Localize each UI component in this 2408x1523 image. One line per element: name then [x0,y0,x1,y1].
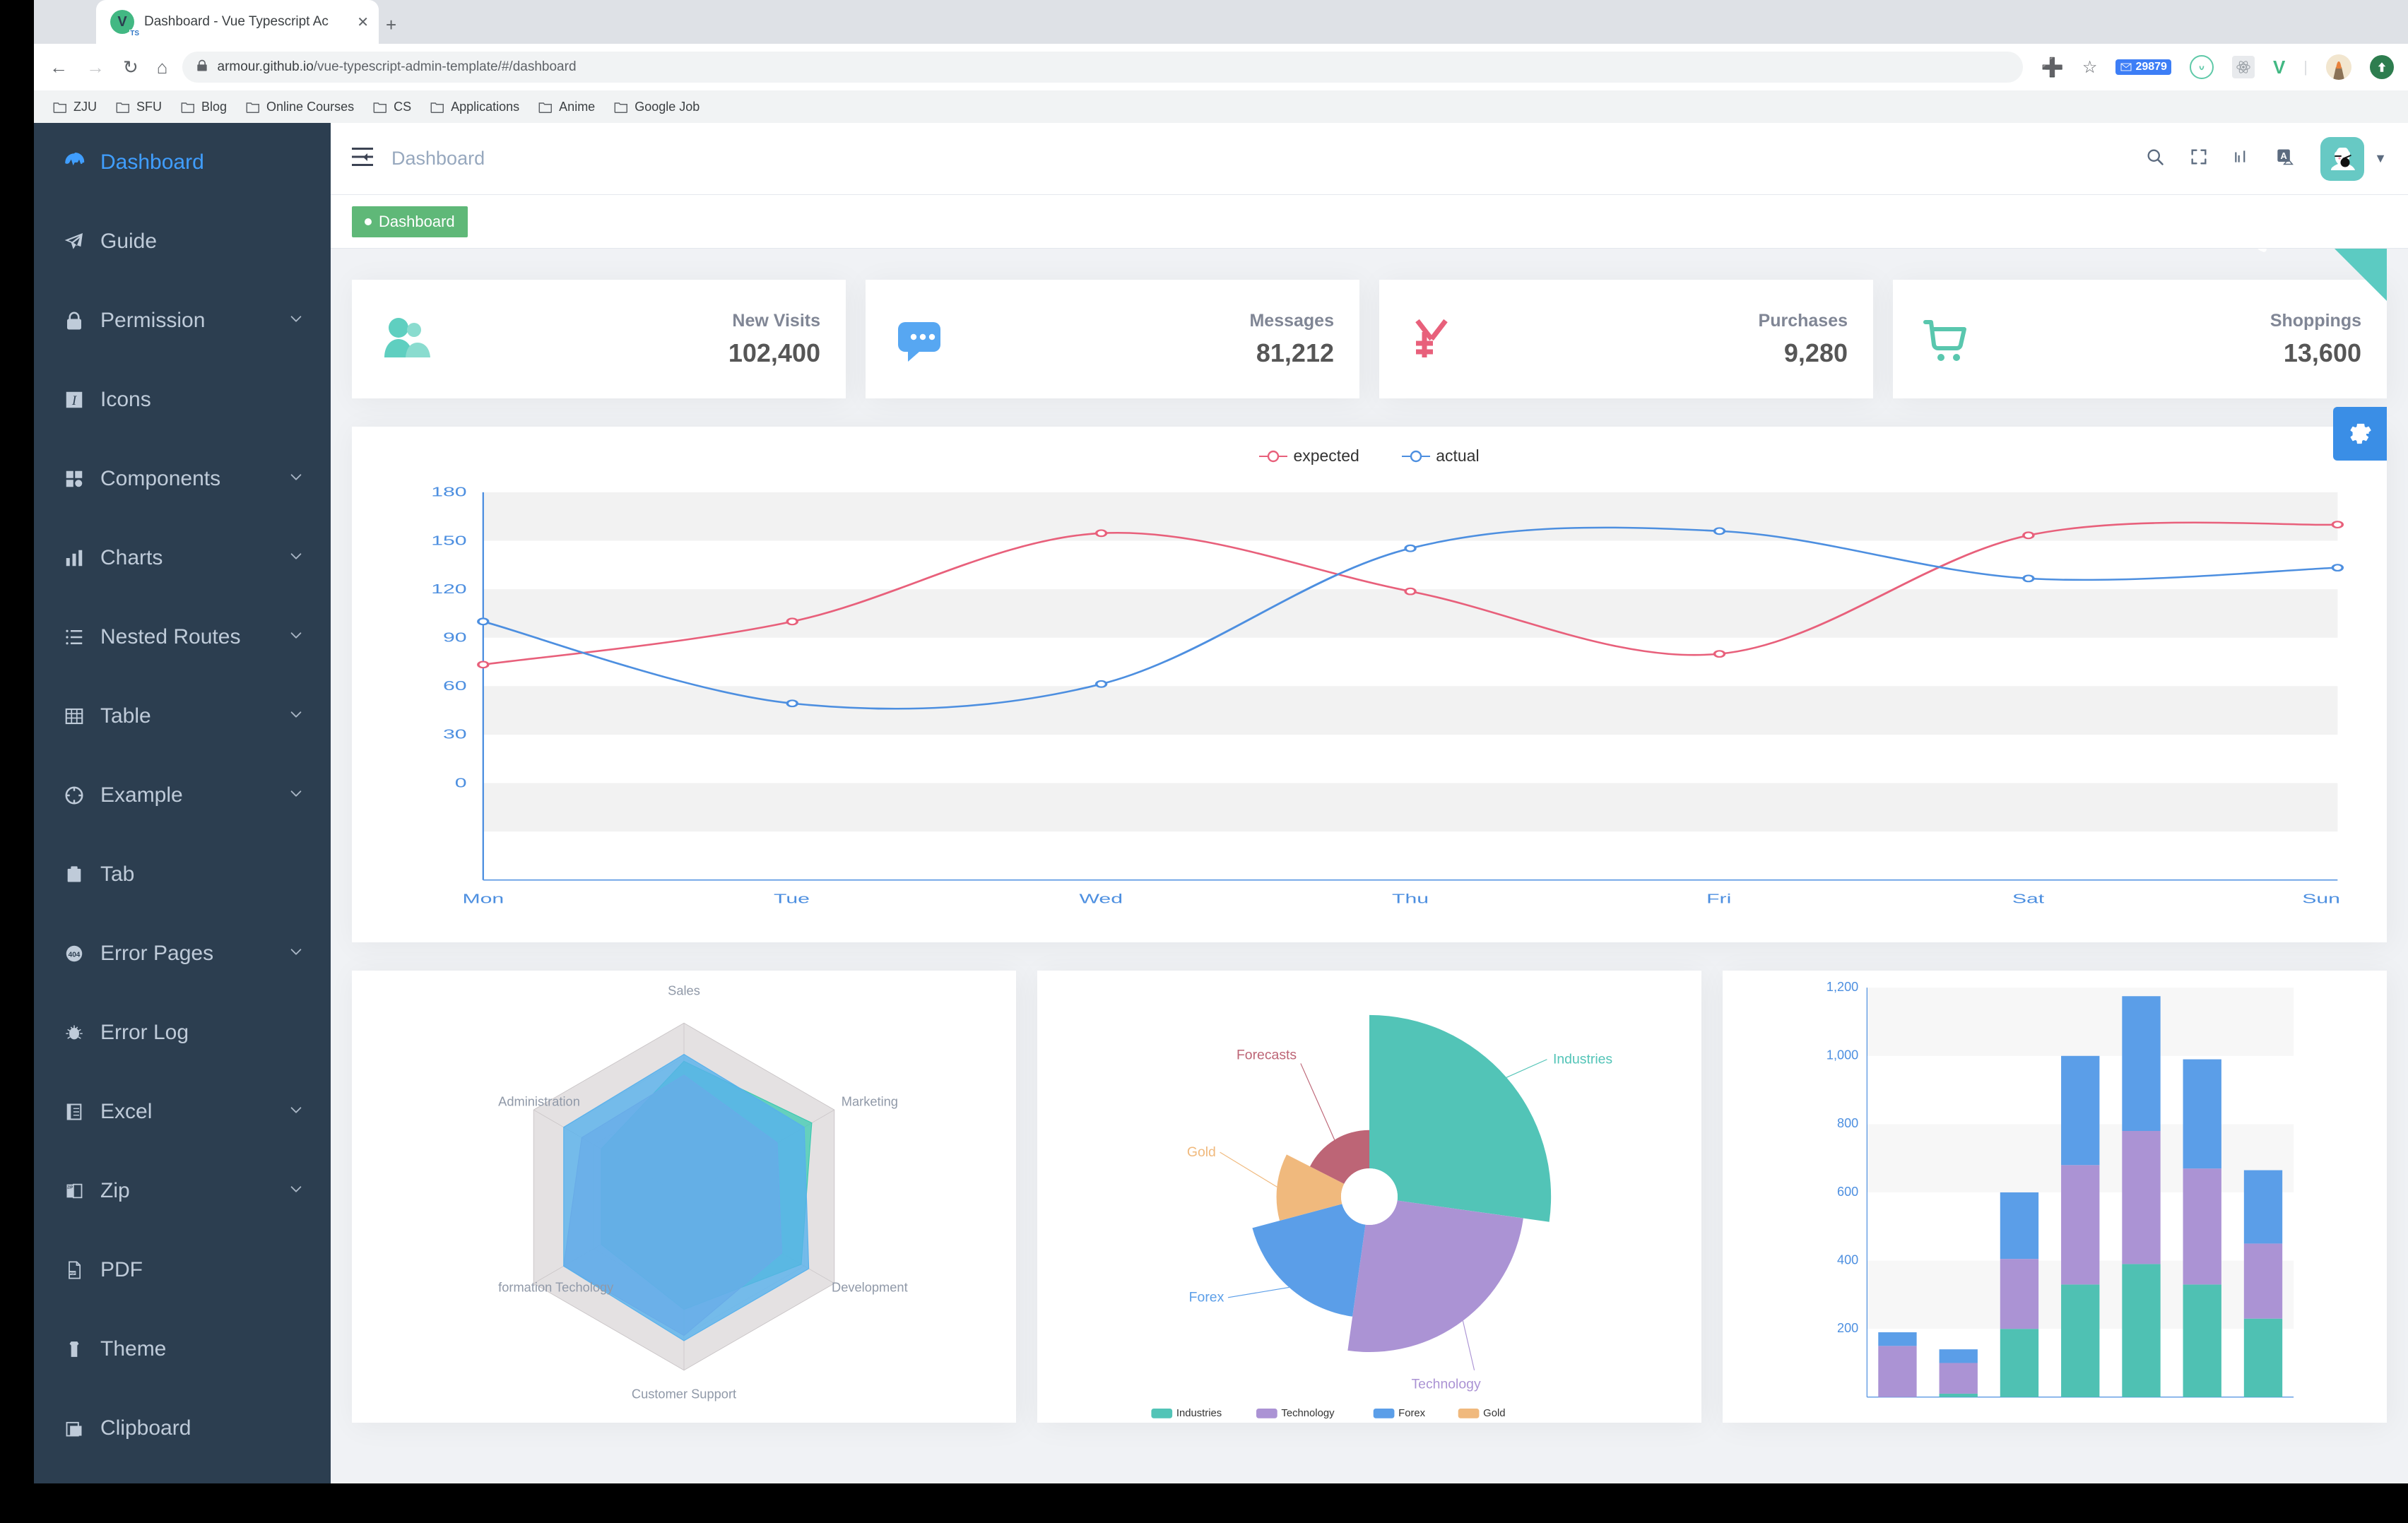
svg-text:Wed: Wed [1080,891,1123,906]
svg-text:90: 90 [443,630,467,645]
svg-text:formation Techology: formation Techology [498,1279,614,1294]
svg-text:Sat: Sat [2012,891,2044,906]
svg-text:Industries: Industries [1553,1051,1612,1067]
svg-text:200: 200 [1837,1321,1858,1335]
svg-text:0: 0 [455,775,467,790]
svg-text:600: 600 [1837,1185,1858,1199]
svg-text:Mon: Mon [462,891,504,906]
svg-text:800: 800 [1837,1116,1858,1130]
svg-text:PDF: PDF [69,1272,76,1275]
svg-text:Development: Development [832,1279,908,1294]
svg-text:30: 30 [443,727,467,742]
svg-text:Customer Support: Customer Support [632,1387,736,1401]
svg-text:Sales: Sales [668,983,700,997]
svg-text:400: 400 [1837,1252,1858,1267]
svg-text:I: I [71,393,77,408]
svg-text:120: 120 [431,581,466,596]
svg-text:180: 180 [431,485,466,499]
svg-text:60: 60 [443,678,467,693]
svg-text:Forecasts: Forecasts [1237,1048,1297,1063]
svg-text:Thu: Thu [1392,891,1429,906]
svg-text:Forex: Forex [1189,1290,1224,1305]
svg-text:Forex: Forex [1398,1408,1426,1419]
svg-text:1,000: 1,000 [1826,1048,1858,1062]
svg-text:Gold: Gold [1483,1408,1505,1419]
svg-text:Fri: Fri [1706,891,1731,906]
svg-text:Marketing: Marketing [842,1094,898,1108]
svg-text:Administration: Administration [498,1094,580,1108]
svg-text:Technology: Technology [1281,1408,1335,1419]
svg-text:1,200: 1,200 [1826,980,1858,994]
svg-text:ZIP: ZIP [67,1186,73,1190]
svg-text:150: 150 [431,533,466,547]
svg-text:Industries: Industries [1176,1408,1222,1419]
svg-text:Tue: Tue [774,891,810,906]
svg-text:A: A [2281,150,2287,161]
svg-text:Technology: Technology [1411,1376,1480,1392]
svg-text:Sun: Sun [2302,891,2340,906]
svg-text:Gold: Gold [1187,1144,1216,1160]
svg-text:404: 404 [69,951,81,959]
